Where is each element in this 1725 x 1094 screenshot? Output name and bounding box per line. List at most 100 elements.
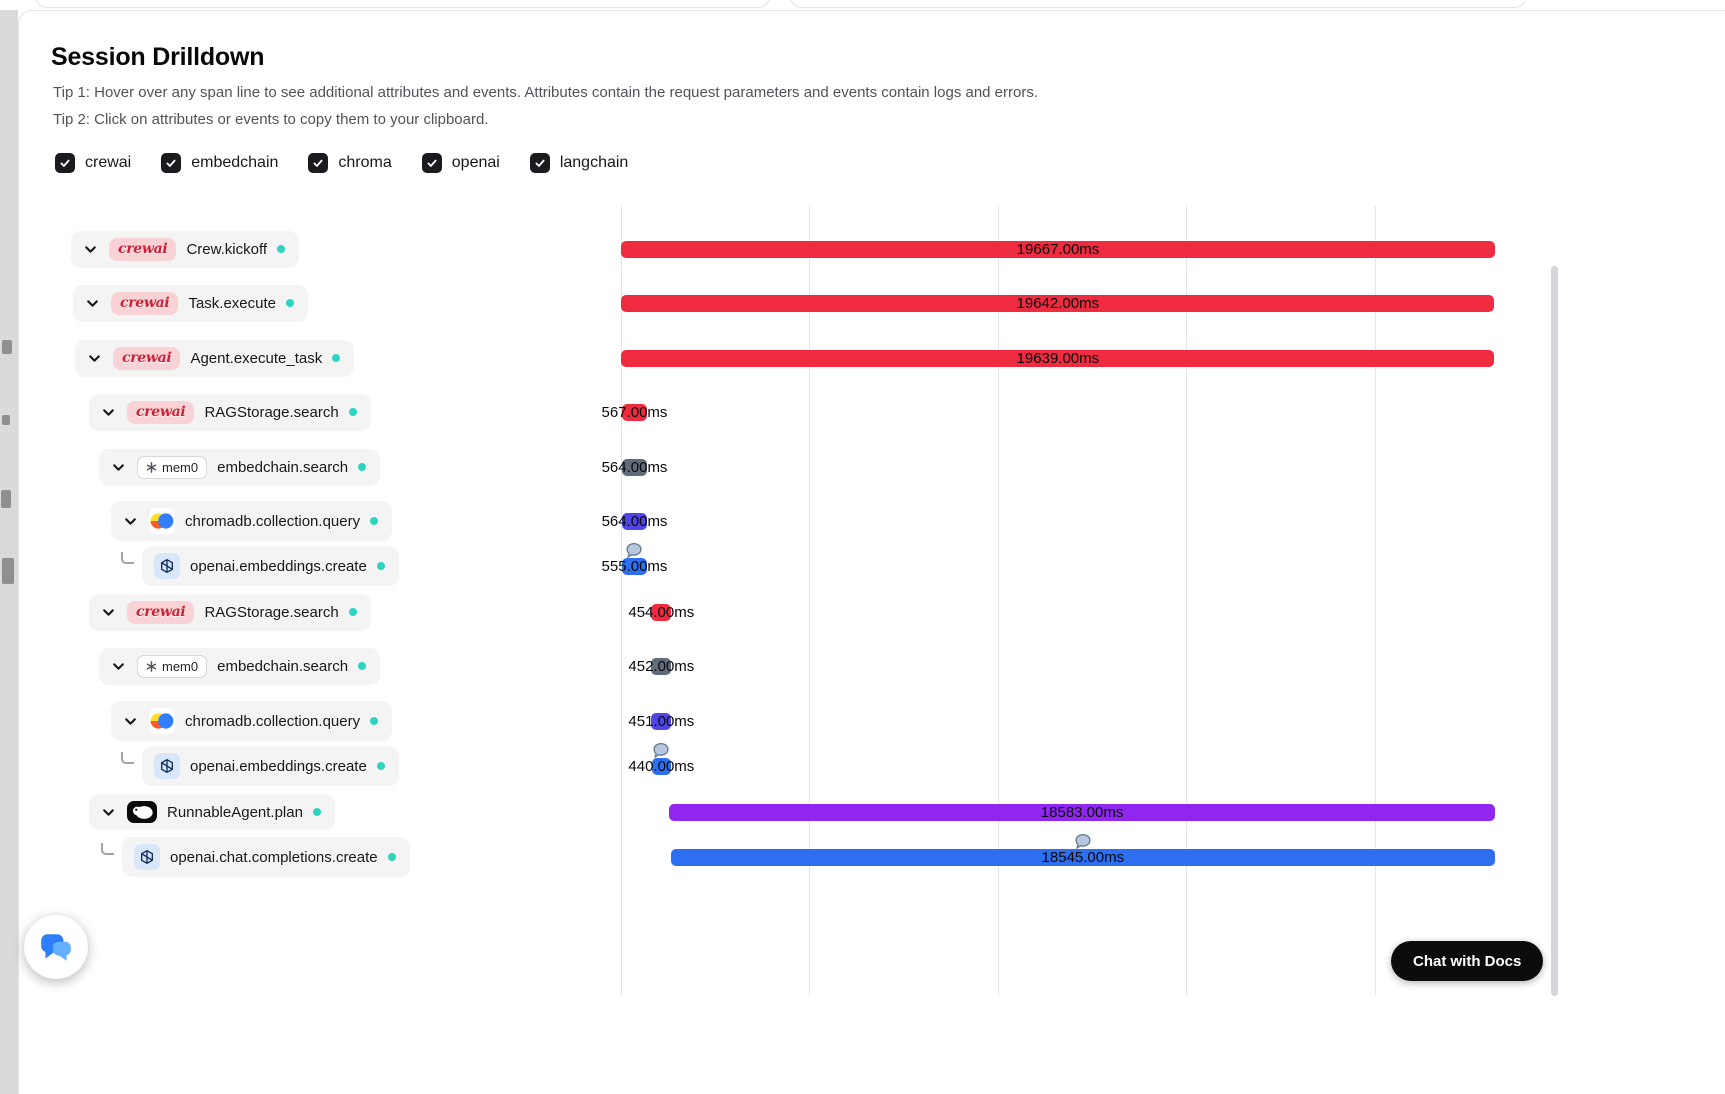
span-label-area: crewai Task.execute	[73, 276, 308, 330]
span-label-pill[interactable]: openai.embeddings.create	[142, 746, 399, 786]
background-fragment	[2, 558, 14, 584]
span-bar[interactable]	[651, 757, 672, 775]
span-row: RunnableAgent.plan 18583.00ms	[19, 785, 1725, 839]
chat-with-docs-button[interactable]: Chat with Docs	[1391, 941, 1544, 981]
status-dot	[370, 517, 379, 525]
checkbox-checked-icon[interactable]	[161, 153, 182, 173]
trace-waterfall: crewai Crew.kickoff 19667.00ms crewai Task.e…	[19, 206, 1725, 996]
tree-connector-icon	[101, 843, 114, 855]
span-label-pill[interactable]: crewai Crew.kickoff	[71, 230, 300, 268]
span-bar[interactable]	[651, 712, 672, 730]
span-name: Agent.execute_task	[190, 349, 323, 367]
filter-label: crewai	[85, 154, 132, 171]
chevron-down-icon[interactable]	[99, 603, 117, 621]
status-dot	[286, 299, 294, 307]
mem0-logo-icon: mem0	[137, 455, 208, 479]
span-label-area: openai.embeddings.create	[119, 743, 399, 789]
span-row: crewai RAGStorage.search 454.00ms	[19, 585, 1725, 639]
chat-bubble-icon	[38, 929, 74, 965]
chevron-down-icon[interactable]	[109, 458, 127, 476]
span-label-pill[interactable]: chromadb.collection.query	[111, 701, 393, 741]
span-label-pill[interactable]: crewai RAGStorage.search	[89, 593, 371, 631]
span-label-pill[interactable]: RunnableAgent.plan	[89, 794, 335, 830]
openai-logo-icon	[134, 844, 160, 870]
span-label-pill[interactable]: mem0 embedchain.search	[99, 647, 381, 685]
page-title: Session Drilldown	[51, 43, 265, 71]
chevron-down-icon[interactable]	[109, 657, 127, 675]
status-dot	[348, 408, 357, 416]
span-duration-label: 18583.00ms	[1040, 803, 1124, 821]
event-bubble-icon[interactable]	[1074, 833, 1091, 855]
filter-label: embedchain	[191, 154, 279, 171]
span-name: chromadb.collection.query	[185, 512, 361, 530]
chevron-down-icon[interactable]	[81, 240, 99, 258]
event-bubble-icon[interactable]	[653, 742, 670, 764]
span-bar[interactable]	[621, 294, 1495, 312]
checkbox-checked-icon[interactable]	[421, 153, 442, 173]
filter-checkbox-chroma[interactable]: chroma	[308, 153, 392, 173]
span-row: crewai Task.execute 19642.00ms	[19, 276, 1725, 330]
span-bar[interactable]	[621, 458, 648, 476]
filter-label: chroma	[338, 154, 392, 171]
span-row: mem0 embedchain.search 564.00ms	[19, 440, 1725, 494]
chevron-down-icon[interactable]	[121, 712, 139, 730]
chevron-down-icon[interactable]	[121, 512, 139, 530]
filter-checkbox-embedchain[interactable]: embedchain	[161, 153, 278, 173]
checkbox-checked-icon[interactable]	[529, 153, 550, 173]
page-left-gutter	[0, 10, 18, 1094]
timeline-gridline	[621, 206, 622, 995]
chevron-down-icon[interactable]	[83, 294, 101, 312]
span-bar[interactable]	[621, 240, 1495, 258]
filter-checkbox-crewai[interactable]: crewai	[55, 153, 131, 173]
span-bar[interactable]	[651, 603, 672, 621]
span-duration-label: 564.00ms	[601, 458, 668, 476]
span-label-area: openai.embeddings.create	[119, 543, 399, 589]
event-bubble-icon[interactable]	[626, 542, 643, 564]
timeline-gridline	[998, 206, 999, 995]
span-label-pill[interactable]: crewai Task.execute	[73, 284, 308, 322]
span-bar[interactable]	[621, 403, 648, 421]
span-bar[interactable]	[669, 803, 1495, 821]
openai-logo-icon	[154, 753, 180, 779]
chevron-down-icon[interactable]	[99, 803, 117, 821]
span-duration-label: 564.00ms	[601, 512, 668, 530]
span-row: mem0 embedchain.search 452.00ms	[19, 639, 1725, 693]
crewai-logo-icon: crewai	[113, 346, 181, 370]
span-duration-label: 567.00ms	[601, 403, 668, 421]
span-label-pill[interactable]: openai.chat.completions.create	[122, 837, 410, 877]
openai-logo-icon	[154, 553, 180, 579]
timeline-gridline	[1186, 206, 1187, 995]
status-dot	[370, 717, 379, 725]
status-dot	[358, 662, 367, 670]
span-label-pill[interactable]: mem0 embedchain.search	[99, 448, 381, 486]
span-label-pill[interactable]: chromadb.collection.query	[111, 501, 393, 541]
checkbox-checked-icon[interactable]	[308, 153, 329, 173]
span-bar[interactable]	[670, 848, 1495, 866]
span-bar[interactable]	[621, 349, 1495, 367]
span-label-area: crewai Crew.kickoff	[71, 222, 300, 276]
span-duration-label: 18545.00ms	[1041, 848, 1125, 866]
chevron-down-icon[interactable]	[99, 403, 117, 421]
filter-checkbox-langchain[interactable]: langchain	[529, 153, 628, 173]
span-bar[interactable]	[622, 557, 647, 575]
span-name: openai.embeddings.create	[190, 757, 367, 775]
filter-checkbox-openai[interactable]: openai	[421, 153, 500, 173]
span-label-pill[interactable]: crewai Agent.execute_task	[75, 339, 355, 377]
chat-widget-button[interactable]	[24, 915, 88, 979]
span-duration-label: 555.00ms	[601, 557, 668, 575]
trace-scrollbar[interactable]	[1551, 266, 1558, 996]
checkbox-checked-icon[interactable]	[55, 153, 75, 173]
mem0-logo-icon: mem0	[137, 654, 208, 678]
span-row: chromadb.collection.query 451.00ms	[19, 694, 1725, 748]
span-label-pill[interactable]: openai.embeddings.create	[142, 546, 399, 586]
span-duration-label: 19642.00ms	[1016, 294, 1100, 312]
span-bar[interactable]	[651, 657, 672, 675]
span-label-area: chromadb.collection.query	[111, 694, 393, 748]
span-duration-label: 454.00ms	[628, 603, 695, 621]
span-bar[interactable]	[621, 512, 648, 530]
chevron-down-icon[interactable]	[85, 349, 103, 367]
span-label-area: crewai RAGStorage.search	[89, 385, 371, 439]
span-label-pill[interactable]: crewai RAGStorage.search	[89, 393, 371, 431]
span-name: chromadb.collection.query	[185, 712, 361, 730]
status-dot	[387, 853, 396, 861]
